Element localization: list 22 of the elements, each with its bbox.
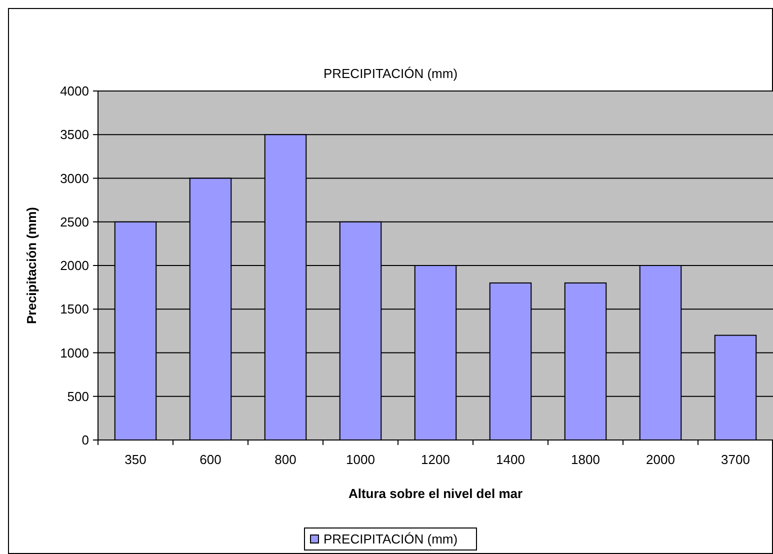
x-tick-label: 1800: [571, 452, 600, 467]
x-axis-title: Altura sobre el nivel del mar: [348, 486, 523, 501]
y-tick-label: 0: [82, 432, 89, 448]
y-tick-label: 3500: [60, 127, 89, 142]
y-tick-label: 2000: [60, 258, 89, 274]
y-tick-label: 1500: [60, 302, 89, 317]
y-tick-label: 500: [67, 388, 89, 404]
x-tick-label: 2000: [646, 452, 675, 467]
y-axis-title: Precipitación (mm): [24, 206, 39, 324]
x-tick-label: 600: [200, 452, 222, 467]
y-tick-label: 1000: [60, 345, 89, 360]
y-tick-label: 2500: [60, 214, 89, 230]
y-tick-label: 4000: [60, 84, 89, 99]
x-tick-label: 800: [274, 452, 296, 467]
y-tick-label: 3000: [60, 170, 89, 186]
x-tick-label: 1000: [346, 452, 375, 467]
x-tick-label: 3700: [721, 452, 750, 467]
x-tick-label: 1400: [496, 452, 525, 467]
legend-label: PRECIPITACIÓN (mm): [324, 532, 458, 547]
x-tick-label: 350: [124, 452, 146, 467]
chart-title: PRECIPITACIÓN (mm): [323, 66, 458, 81]
x-tick-label: 1200: [421, 452, 450, 467]
